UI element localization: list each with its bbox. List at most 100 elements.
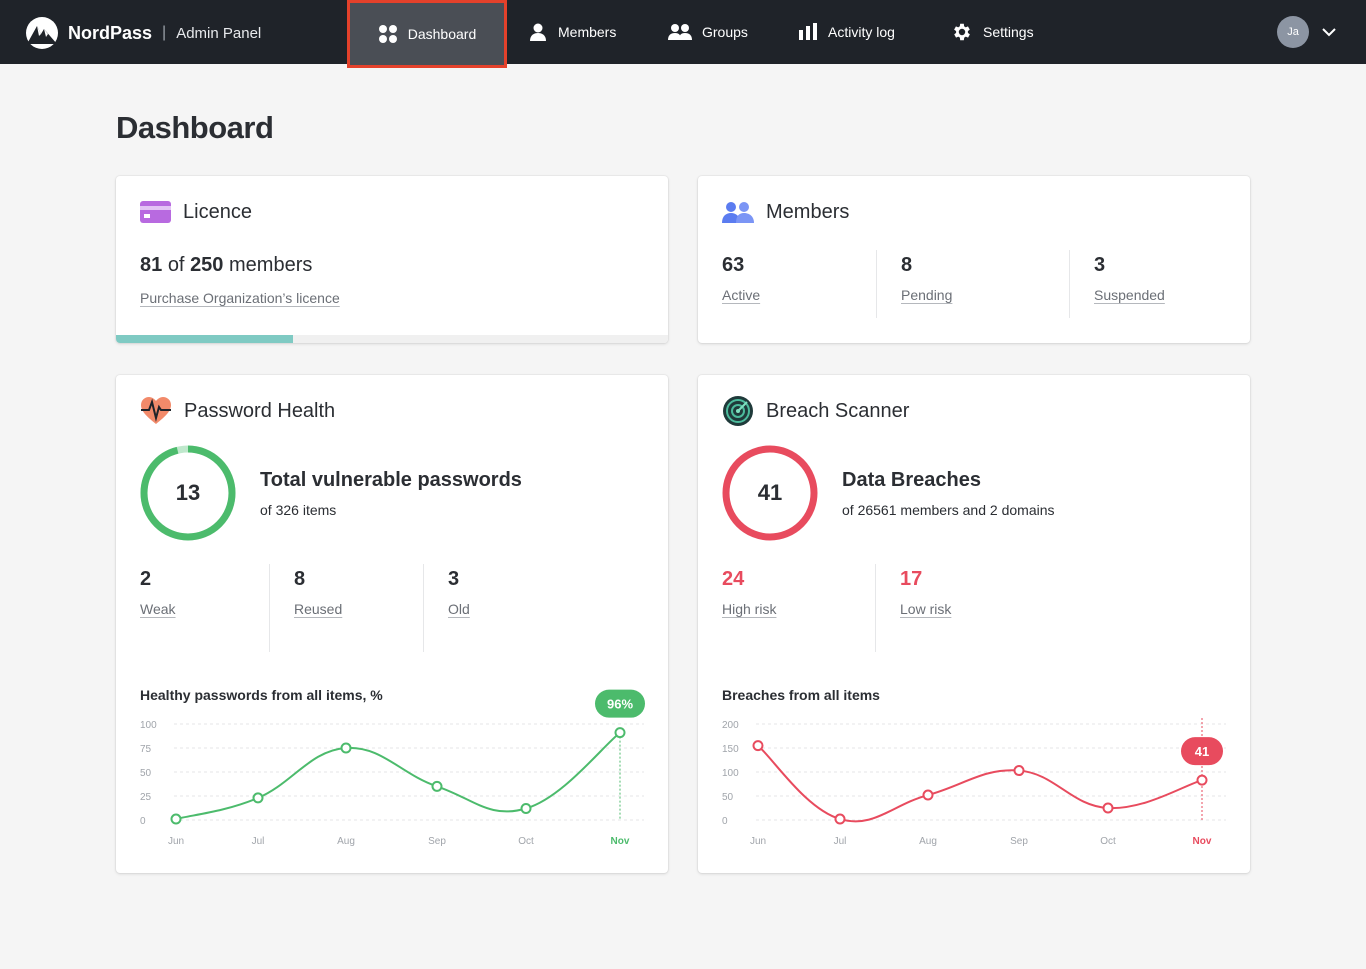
licence-progress-bar [116, 335, 668, 343]
vulnerable-subtitle: of 326 items [260, 502, 336, 518]
breach-chart-title: Breaches from all items [722, 687, 880, 703]
members-suspended-value: 3 [1094, 254, 1106, 276]
x-tick-label: Oct [1100, 836, 1116, 847]
old-link[interactable]: Old [448, 601, 470, 617]
data-point [252, 792, 264, 804]
vulnerable-sub-suffix: items [302, 502, 337, 518]
x-tick-label: Aug [919, 836, 937, 847]
members-pending-stat: 8 Pending [901, 254, 952, 303]
data-point [431, 780, 443, 792]
user-icon [530, 23, 546, 41]
breach-scanner-title: Breach Scanner [766, 399, 910, 422]
low-risk-value: 17 [900, 568, 923, 590]
licence-title: Licence [183, 200, 252, 223]
y-tick-label: 150 [722, 744, 739, 755]
data-point [614, 727, 626, 739]
nav-settings[interactable]: Settings [951, 0, 1034, 64]
members-active-stat: 63 Active [722, 254, 760, 303]
breach-ring-arc [722, 445, 818, 541]
high-risk-value: 24 [722, 568, 745, 590]
nordpass-logo-icon [26, 17, 58, 49]
page-title: Dashboard [116, 110, 274, 145]
y-tick-label: 25 [140, 792, 152, 803]
members-group-icon [722, 202, 754, 223]
weak-link[interactable]: Weak [140, 601, 176, 617]
breach-sub-prefix: of [842, 502, 854, 518]
breach-sub-members: 26561 [857, 502, 897, 518]
avatar[interactable]: Ja [1277, 16, 1309, 48]
members-pending-link[interactable]: Pending [901, 287, 953, 303]
bar-chart-icon [799, 23, 817, 40]
licence-card-header: Licence [140, 198, 252, 226]
chevron-down-icon[interactable] [1321, 24, 1337, 40]
breach-ring-value: 41 [757, 480, 783, 505]
high-risk-stat: 24 High risk [722, 568, 776, 617]
low-risk-link[interactable]: Low risk [900, 601, 952, 617]
breach-sub-domains: 2 [989, 502, 998, 518]
divider [876, 250, 877, 318]
licence-unit: members [229, 254, 313, 276]
x-tick-label: Aug [337, 836, 355, 847]
data-point [834, 813, 846, 825]
breach-sub-mid: members and [900, 502, 986, 518]
members-title: Members [766, 200, 850, 223]
breach-headline: Data Breaches [842, 469, 981, 491]
data-point [340, 742, 352, 754]
members-active-link[interactable]: Active [722, 287, 761, 303]
licence-used: 81 [140, 254, 163, 276]
highlight-bubble [595, 689, 645, 718]
weak-value: 2 [140, 568, 152, 590]
weak-stat: 2 Weak [140, 568, 176, 617]
highlight-bubble [1181, 737, 1223, 766]
nav-groups[interactable]: Groups [668, 0, 748, 64]
group-icon [668, 24, 692, 40]
y-tick-label: 100 [140, 720, 157, 731]
breach-sub-suffix: domains [1001, 502, 1055, 518]
purchase-licence-link[interactable]: Purchase Organization’s licence [140, 290, 340, 306]
heartbeat-icon [141, 397, 171, 424]
dashboard-grid-icon [378, 25, 397, 43]
licence-usage: 81 of 250 members [140, 254, 312, 277]
brand-name: NordPass [68, 22, 153, 43]
old-value: 3 [448, 568, 460, 590]
x-tick-label: Nov [1193, 836, 1212, 847]
low-risk-stat: 17 Low risk [900, 568, 951, 617]
x-tick-label: Jun [750, 836, 766, 847]
reused-link[interactable]: Reused [294, 601, 343, 617]
series-line [757, 744, 1203, 823]
members-card: Members 63 Active 8 Pending 3 Suspended [698, 176, 1250, 343]
divider [875, 564, 876, 652]
y-tick-label: 50 [722, 792, 734, 803]
password-health-card: Password Health 13 Total vulnerable pass… [116, 375, 668, 873]
health-line-chart: 0 25 50 75 100 Jun Jul Aug Sep Oct Nov 96% [140, 689, 645, 847]
top-bar: NordPass | Admin Panel Dashboard Members… [0, 0, 1366, 68]
data-point [1196, 774, 1208, 786]
nav-activity-log[interactable]: Activity log [798, 0, 895, 64]
members-active-value: 63 [722, 254, 745, 276]
vulnerable-sub-prefix: of [260, 502, 272, 518]
divider [269, 564, 270, 652]
highlight-label: 96% [607, 697, 633, 712]
breach-ring-chart [722, 445, 818, 541]
x-tick-label: Jul [252, 836, 265, 847]
brand[interactable]: NordPass | Admin Panel [24, 17, 261, 49]
y-tick-label: 100 [722, 768, 739, 779]
vulnerable-headline: Total vulnerable passwords [260, 469, 522, 491]
high-risk-link[interactable]: High risk [722, 601, 777, 617]
members-suspended-link[interactable]: Suspended [1094, 287, 1165, 303]
nav-dashboard[interactable]: Dashboard [347, 0, 507, 68]
vulnerable-ring-value: 13 [175, 480, 201, 505]
credit-card-icon [140, 201, 171, 223]
y-tick-label: 0 [722, 816, 728, 827]
password-health-title: Password Health [184, 399, 336, 422]
data-point [1102, 802, 1114, 814]
x-tick-label: Nov [611, 836, 630, 847]
breach-subtitle: of 26561 members and 2 domains [842, 502, 1055, 518]
health-chart-title: Healthy passwords from all items, % [140, 687, 383, 703]
members-suspended-stat: 3 Suspended [1094, 254, 1165, 303]
reused-value: 8 [294, 568, 306, 590]
nav-members[interactable]: Members [528, 0, 616, 64]
nav-members-label: Members [558, 24, 617, 40]
divider [423, 564, 424, 652]
licence-progress-fill [116, 335, 293, 343]
